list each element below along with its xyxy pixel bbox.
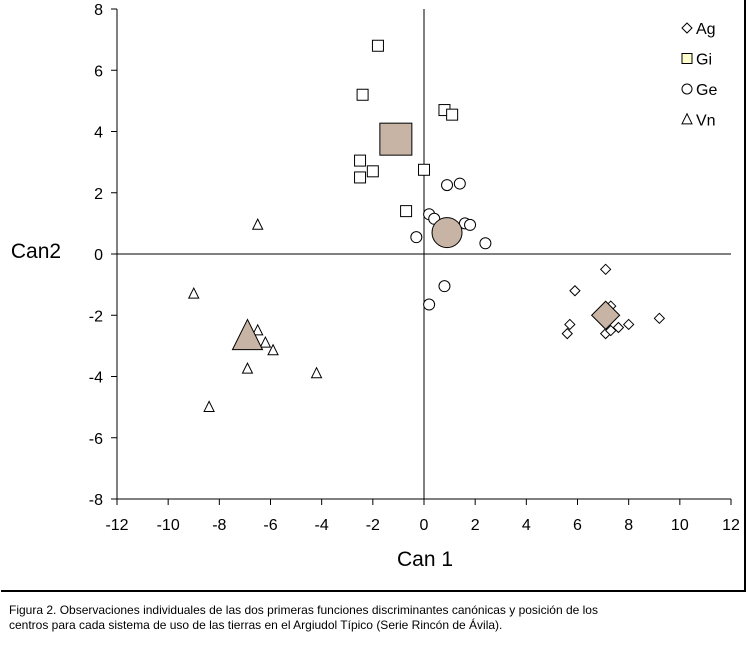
legend-label-ag: Ag bbox=[696, 21, 716, 38]
y-tick-label: 6 bbox=[94, 63, 103, 80]
x-tick-label: 4 bbox=[522, 517, 531, 534]
data-point-ag bbox=[599, 263, 612, 276]
scatter-chart: -8 -6 -4 -2 0 2 4 6 8 -12 -10 -8 -6 -4 -2 0 2 4 6 8 10 12 Ag Gi… bbox=[11, 2, 740, 571]
caption-line-1: Figura 2. Observaciones individuales de … bbox=[9, 603, 598, 617]
x-tick-label: -12 bbox=[105, 517, 128, 534]
data-point-vn bbox=[241, 361, 254, 374]
x-tick-label: 0 bbox=[420, 517, 429, 534]
data-point-gi bbox=[400, 205, 413, 218]
x-tick-label: 12 bbox=[722, 517, 740, 534]
data-point-vn bbox=[267, 343, 279, 356]
legend-label-ge: Ge bbox=[696, 82, 717, 99]
data-point-gi bbox=[356, 88, 369, 101]
data-point-gi bbox=[354, 154, 367, 167]
data-point-vn bbox=[251, 323, 264, 336]
data-point-ag bbox=[569, 285, 581, 297]
centroid-ag bbox=[590, 300, 621, 330]
data-point-vn bbox=[187, 286, 200, 299]
data-point-ag bbox=[564, 318, 576, 331]
data-point-ge bbox=[441, 179, 454, 192]
y-tick-label: -6 bbox=[89, 431, 103, 448]
data-point-gi bbox=[418, 163, 430, 176]
data-point-gi bbox=[366, 165, 379, 178]
data-point-ge bbox=[464, 218, 477, 231]
legend-marker-vn bbox=[681, 112, 693, 125]
data-point-ag bbox=[561, 327, 573, 340]
centroid-ge bbox=[431, 217, 463, 249]
x-tick-label: -10 bbox=[157, 517, 180, 534]
data-point-ge bbox=[410, 231, 423, 244]
x-tick-label: -8 bbox=[212, 517, 226, 534]
y-tick-label: 8 bbox=[94, 2, 103, 19]
x-tick-label: 8 bbox=[624, 517, 633, 534]
y-tick-label: -2 bbox=[89, 308, 103, 325]
plot-area: -8 -6 -4 -2 0 2 4 6 8 -12 -10 -8 -6 -4 -2 0 2 4 6 8 10 12 Ag Gi… bbox=[89, 2, 740, 534]
x-tick-label: -4 bbox=[315, 517, 329, 534]
legend-label-gi: Gi bbox=[696, 52, 712, 69]
data-point-ge bbox=[423, 298, 436, 311]
data-point-gi bbox=[371, 39, 384, 52]
centroid-vn bbox=[231, 318, 264, 351]
data-point-vn bbox=[310, 366, 323, 379]
x-tick-label: 2 bbox=[471, 517, 480, 534]
data-point-gi bbox=[446, 108, 459, 121]
data-point-ge bbox=[438, 280, 451, 293]
x-tick-label: 6 bbox=[573, 517, 582, 534]
legend-marker-ag bbox=[681, 22, 693, 34]
y-axis-label: Can2 bbox=[11, 240, 61, 263]
y-tick-label: 2 bbox=[94, 186, 103, 203]
y-tick-label: 4 bbox=[94, 125, 103, 142]
data-point-vn bbox=[259, 335, 272, 348]
x-tick-label: -6 bbox=[263, 517, 277, 534]
centroid-gi bbox=[379, 122, 413, 156]
data-point-ag bbox=[605, 324, 617, 337]
data-point-vn bbox=[203, 400, 215, 412]
legend-marker-gi bbox=[681, 53, 693, 64]
legend-marker-ge bbox=[681, 83, 693, 95]
figure-frame bbox=[1, 0, 746, 592]
caption-line-2: centros para cada sistema de uso de las … bbox=[9, 618, 503, 632]
x-tick-label: -2 bbox=[366, 517, 380, 534]
y-tick-label: 0 bbox=[94, 247, 103, 264]
legend-label-vn: Vn bbox=[696, 113, 716, 130]
data-point-ag bbox=[622, 318, 635, 331]
y-tick-label: -4 bbox=[89, 370, 103, 387]
x-tick-label: 10 bbox=[671, 517, 689, 534]
figure-caption: Figura 2. Observaciones individuales de … bbox=[9, 603, 739, 633]
x-axis-label: Can 1 bbox=[397, 548, 453, 571]
data-point-ag bbox=[612, 321, 625, 334]
data-point-gi bbox=[354, 171, 367, 184]
data-point-ge bbox=[479, 237, 492, 250]
data-point-ge bbox=[453, 177, 466, 190]
data-point-vn bbox=[251, 218, 264, 230]
data-point-ag bbox=[653, 312, 666, 325]
y-tick-label: -8 bbox=[89, 492, 103, 509]
